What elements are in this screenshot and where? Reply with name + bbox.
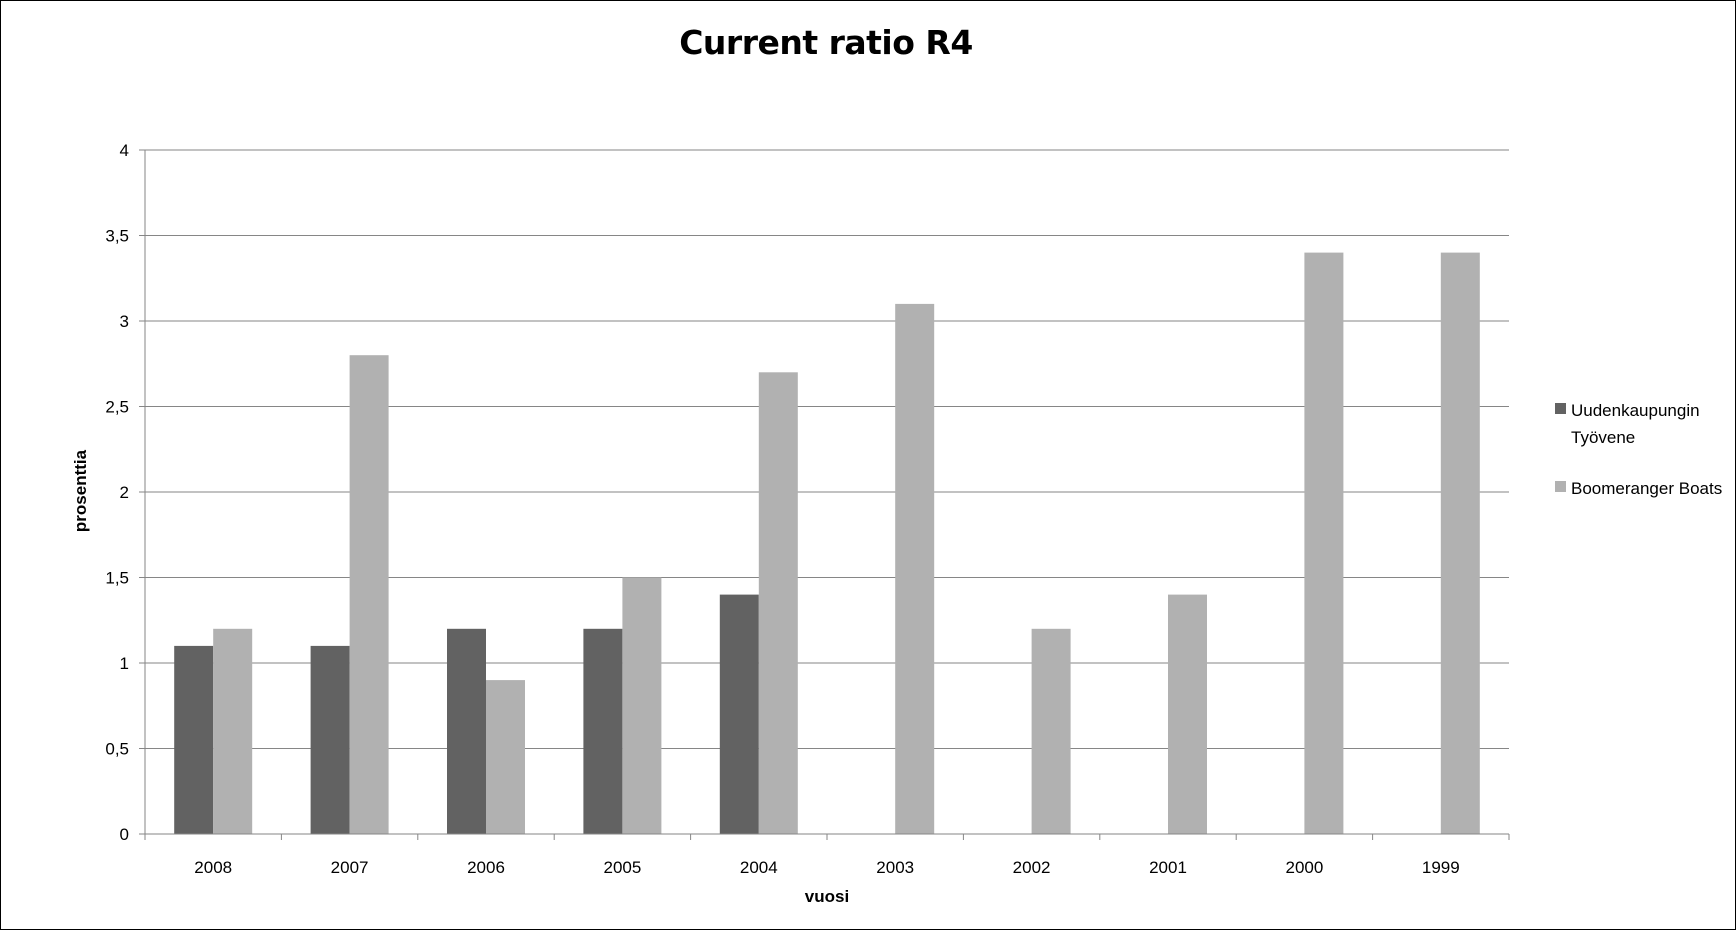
x-tick-label: 2004: [740, 858, 778, 877]
legend-label-series-2: Boomeranger Boats: [1571, 479, 1723, 498]
bar: [1031, 628, 1071, 834]
x-tick-label: 2007: [331, 858, 369, 877]
y-tick-label: 4: [120, 141, 129, 160]
bar: [583, 628, 623, 834]
bar: [349, 355, 389, 834]
bar: [213, 628, 253, 834]
x-tick-label: 2002: [1013, 858, 1051, 877]
bar: [622, 577, 662, 834]
legend: Uudenkaupungin Työvene Boomeranger Boats: [1555, 397, 1735, 526]
bar: [174, 645, 214, 834]
y-tick-label: 0: [120, 825, 129, 844]
x-tick-label: 2003: [876, 858, 914, 877]
y-tick-label: 3,5: [105, 227, 129, 246]
x-tick-label: 2005: [603, 858, 641, 877]
y-tick-label: 2,5: [105, 398, 129, 417]
bar: [486, 680, 525, 834]
legend-item-series-1: Uudenkaupungin Työvene: [1555, 397, 1735, 451]
legend-swatch-series-1: [1555, 403, 1566, 414]
bar: [719, 594, 759, 834]
bar: [1168, 594, 1207, 834]
bar: [1440, 252, 1480, 835]
chart-title: Current ratio R4: [679, 23, 973, 62]
x-axis-title: vuosi: [804, 887, 850, 906]
bar: [758, 372, 798, 834]
x-tick-label: 1999: [1422, 858, 1460, 877]
legend-swatch-series-2: [1555, 481, 1566, 492]
y-tick-label: 1,5: [105, 569, 129, 588]
bar: [447, 628, 486, 834]
y-tick-label: 3: [120, 312, 129, 331]
bar: [310, 645, 350, 834]
legend-item-series-2: Boomeranger Boats: [1555, 475, 1735, 502]
y-tick-label: 0,5: [105, 740, 129, 759]
x-tick-label: 2001: [1149, 858, 1187, 877]
legend-label-series-1: Uudenkaupungin Työvene: [1571, 401, 1700, 447]
x-tick-label: 2008: [194, 858, 232, 877]
x-tick-label: 2000: [1285, 858, 1323, 877]
y-tick-label: 1: [120, 654, 129, 673]
x-tick-label: 2006: [467, 858, 505, 877]
y-tick-label: 2: [120, 483, 129, 502]
bar: [895, 303, 935, 834]
bar: [1304, 252, 1344, 835]
